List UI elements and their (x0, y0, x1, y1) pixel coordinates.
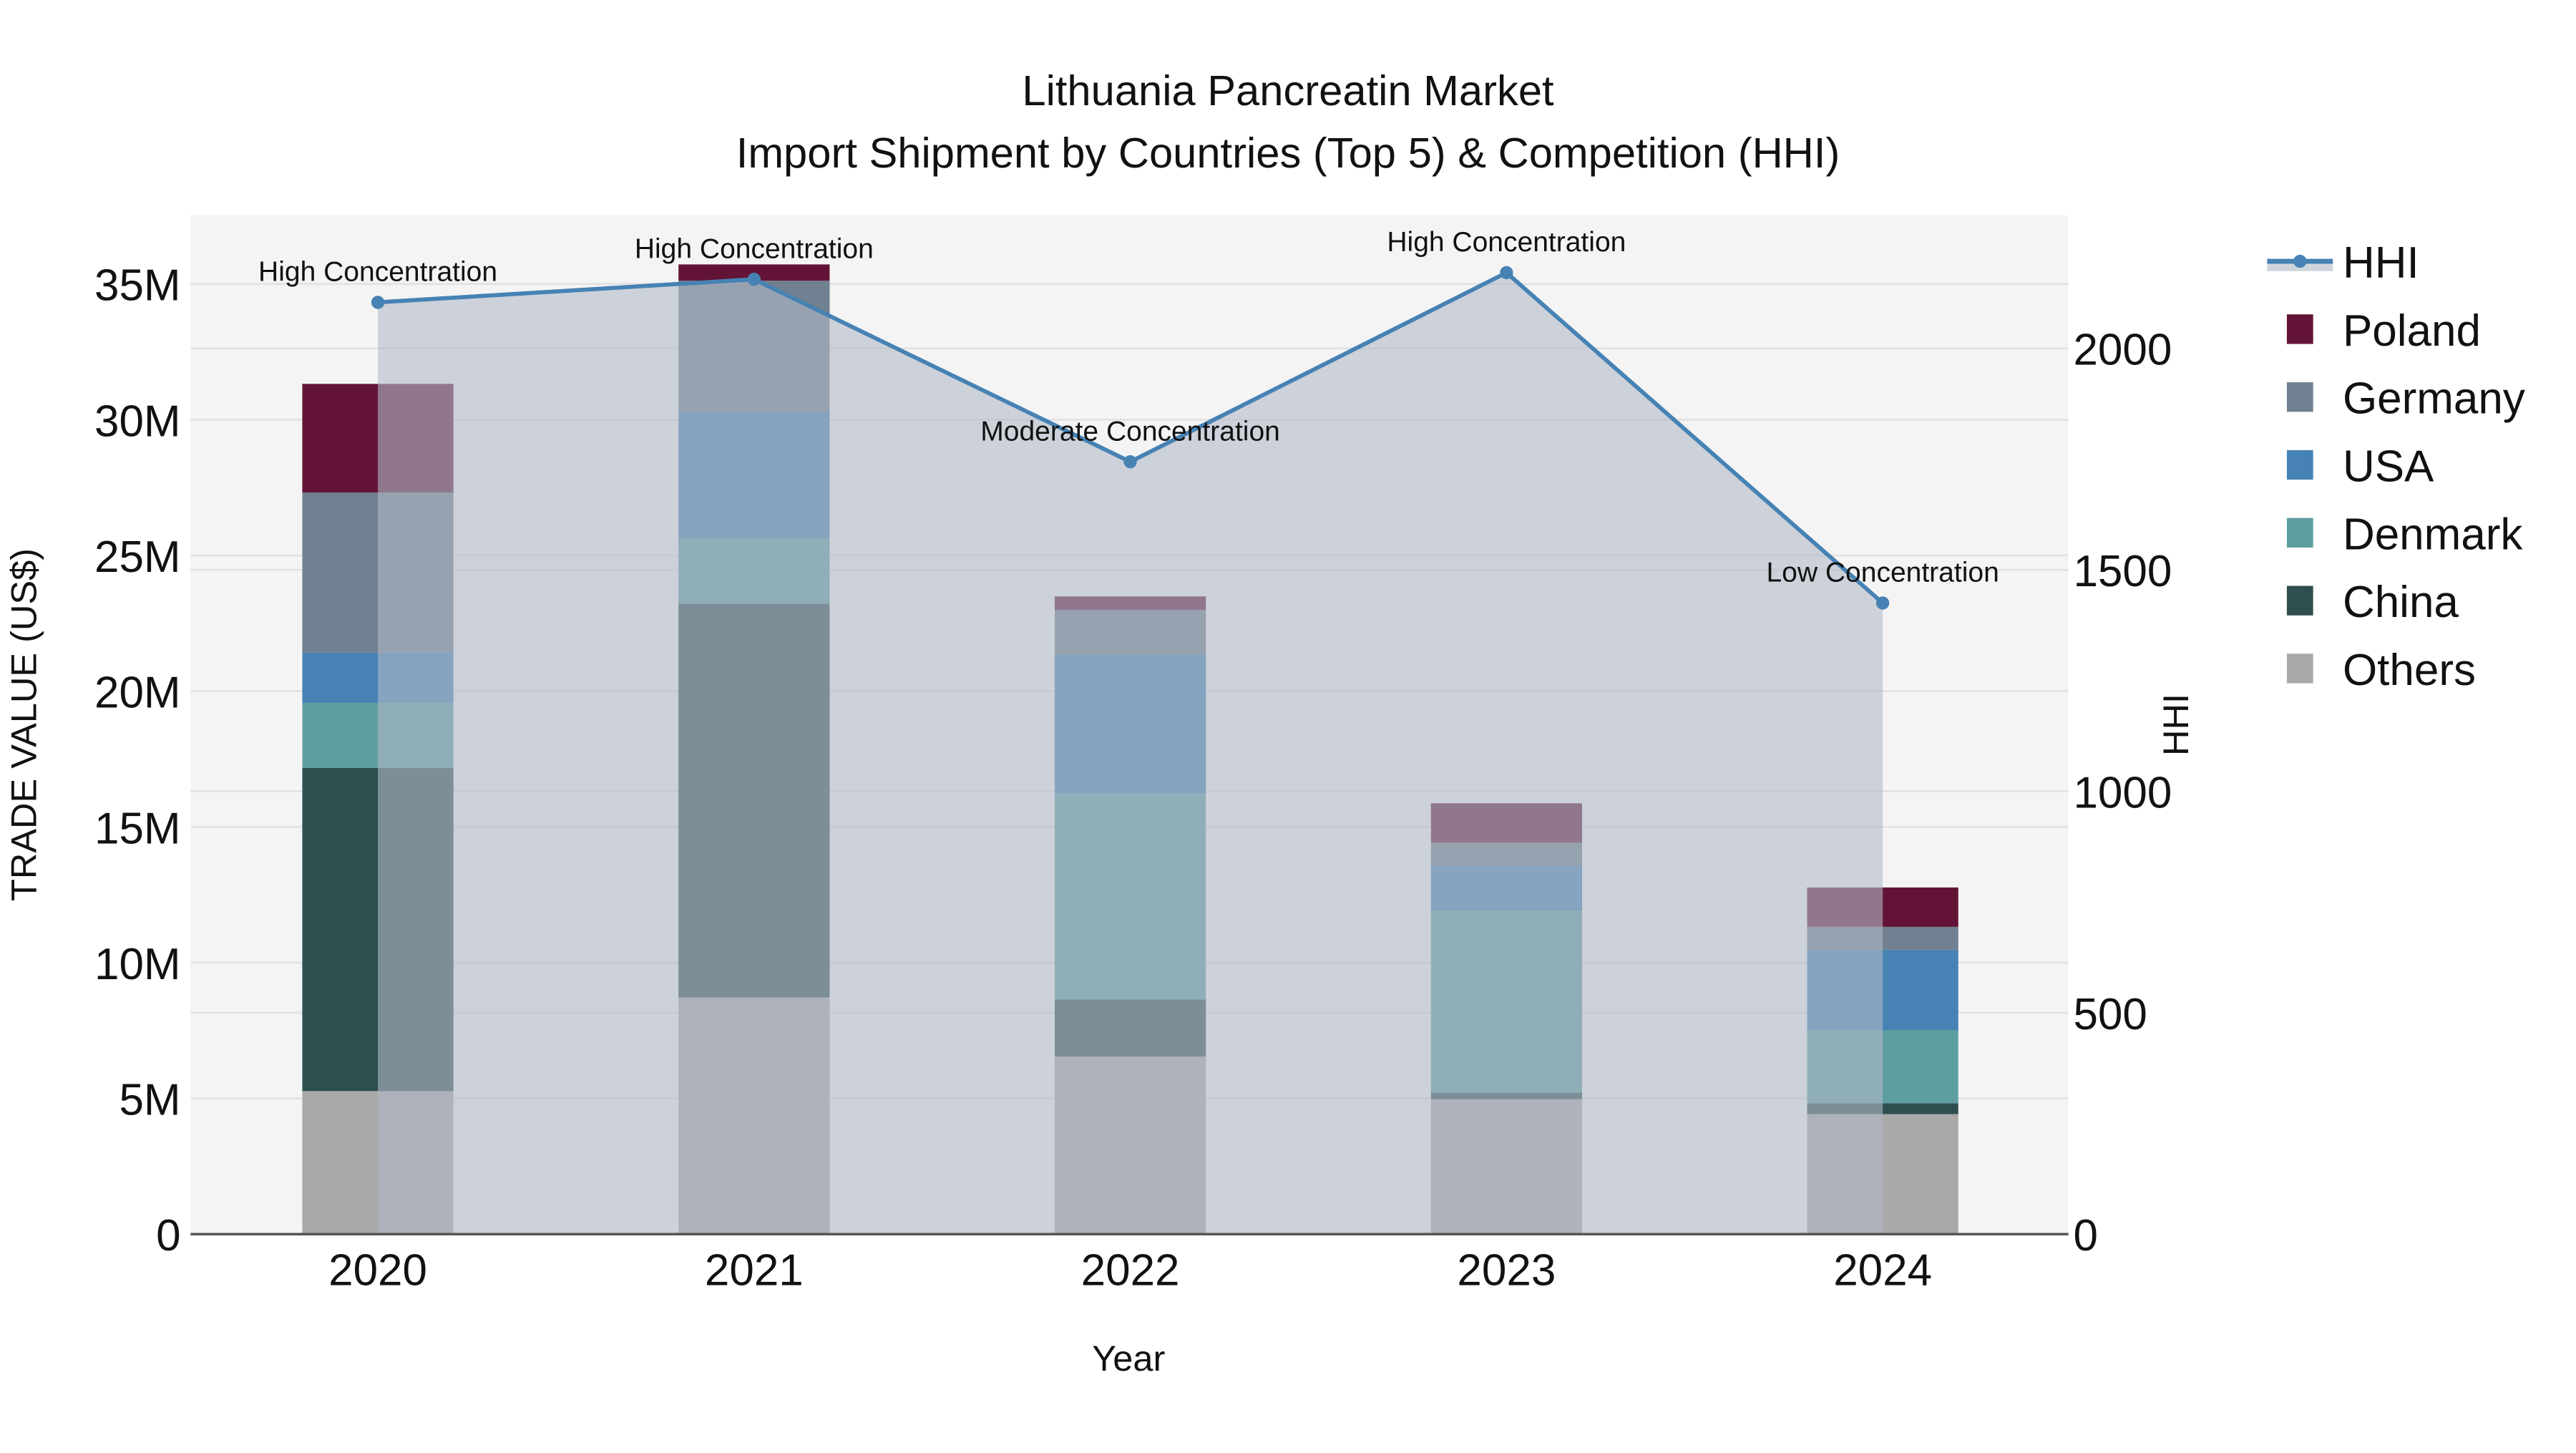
y-right-tick: 1500 (2073, 547, 2172, 596)
y-right-ticks: 0 500 1000 1500 2000 (2073, 326, 2172, 1261)
legend-item-denmark[interactable]: Denmark (2286, 510, 2523, 559)
legend-item-hhi[interactable]: HHI (2267, 238, 2419, 288)
annotation-2023: High Concentration (1387, 227, 1626, 258)
legend-item-others[interactable]: Others (2286, 646, 2476, 695)
legend-item-usa[interactable]: USA (2286, 442, 2434, 491)
legend-item-poland[interactable]: Poland (2286, 306, 2481, 356)
y-left-tick: 0 (156, 1211, 180, 1260)
y-right-tick: 1000 (2073, 768, 2172, 817)
y-left-ticks: 0 5M 10M 15M 20M 25M 30M 35M (94, 261, 181, 1261)
annotation-2020: High Concentration (258, 257, 497, 288)
legend-label: Others (2343, 646, 2476, 695)
legend-label: Poland (2343, 306, 2481, 356)
y-left-tick: 20M (94, 669, 181, 718)
swatch-icon (2286, 449, 2313, 480)
y-right-tick: 0 (2073, 1211, 2097, 1260)
annotation-2021: High Concentration (635, 233, 874, 264)
hhi-area (378, 272, 1883, 1235)
annotations: High Concentration High Concentration Mode… (258, 227, 1999, 588)
swatch-icon (2286, 314, 2313, 344)
hhi-point-2022[interactable] (1123, 455, 1137, 469)
marker-icon (2293, 254, 2307, 268)
legend-item-china[interactable]: China (2286, 578, 2459, 627)
x-axis-label: Year (1092, 1338, 1165, 1379)
legend-label: Germany (2343, 374, 2525, 424)
legend-item-germany[interactable]: Germany (2286, 374, 2525, 424)
y-left-tick: 5M (119, 1076, 180, 1125)
chart-title-line1: Lithuania Pancreatin Market (1022, 67, 1554, 115)
swatch-icon (2286, 382, 2313, 412)
y-right-tick: 2000 (2073, 326, 2172, 375)
hhi-point-2021[interactable] (747, 273, 761, 286)
chart-title-line2: Import Shipment by Countries (Top 5) & C… (736, 129, 1840, 177)
legend-label: Denmark (2343, 510, 2523, 559)
y-left-tick: 15M (94, 804, 181, 853)
y-left-tick: 10M (94, 940, 181, 989)
legend-label: USA (2343, 442, 2434, 491)
swatch-icon (2286, 517, 2313, 548)
x-tick-2022: 2022 (1081, 1245, 1180, 1295)
swatch-icon (2286, 585, 2313, 616)
bar-segment-poland-2021[interactable] (678, 264, 830, 281)
hhi-point-2024[interactable] (1875, 596, 1890, 610)
y-left-tick: 35M (94, 261, 181, 311)
legend-label: China (2343, 578, 2459, 627)
legend-label: HHI (2343, 238, 2419, 288)
x-tick-2024: 2024 (1833, 1245, 1932, 1295)
hhi-series (371, 266, 1890, 1235)
y-left-axis-label: TRADE VALUE (US$) (4, 548, 44, 901)
annotation-2022: Moderate Concentration (980, 416, 1280, 447)
hhi-point-2020[interactable] (371, 296, 385, 309)
x-tick-2020: 2020 (328, 1245, 427, 1295)
swatch-icon (2286, 653, 2313, 684)
hhi-point-2023[interactable] (1500, 266, 1513, 280)
y-left-tick: 30M (94, 397, 181, 446)
y-left-tick: 25M (94, 533, 181, 582)
y-right-axis-label: HHI (2155, 694, 2196, 756)
x-tick-2023: 2023 (1457, 1245, 1556, 1295)
annotation-2024: Low Concentration (1766, 558, 1999, 588)
x-ticks: 2020 2021 2022 2023 2024 (328, 1245, 1932, 1295)
x-tick-2021: 2021 (705, 1245, 804, 1295)
y-right-tick: 500 (2073, 990, 2147, 1039)
legend: HHI Poland Germany USA Denmark China Others (2267, 238, 2525, 695)
